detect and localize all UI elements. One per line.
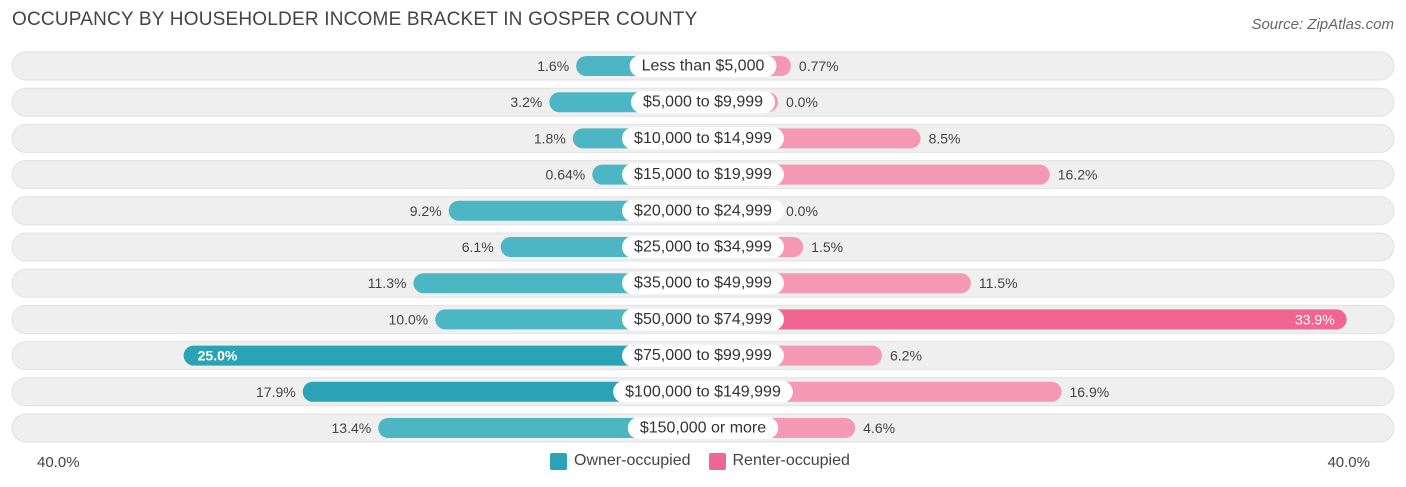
owner-value-label: 6.1% xyxy=(462,239,494,255)
renter-value-label: 11.5% xyxy=(979,275,1018,291)
legend-swatch-renter xyxy=(708,452,726,470)
category-pill xyxy=(627,417,779,439)
renter-value-label: 16.2% xyxy=(1058,167,1098,183)
category-label: $100,000 to $149,999 xyxy=(625,383,781,400)
owner-value-label: 1.8% xyxy=(534,130,566,146)
category-pill xyxy=(630,91,776,114)
renter-bar xyxy=(703,381,1062,402)
category-pill xyxy=(622,272,784,295)
renter-value-label: 1.5% xyxy=(811,239,843,255)
category-label: $75,000 to $99,999 xyxy=(634,347,772,364)
category-pill xyxy=(622,308,784,331)
owner-value-label: 17.9% xyxy=(256,384,296,400)
owner-value-label: 11.3% xyxy=(368,275,407,291)
category-pill xyxy=(613,380,793,403)
legend-swatch-owner xyxy=(550,452,567,470)
renter-value-label: 6.2% xyxy=(890,348,922,364)
category-label: $20,000 to $24,999 xyxy=(634,202,772,219)
renter-value-label: 8.5% xyxy=(929,130,961,146)
category-pill xyxy=(622,344,784,367)
category-label: $50,000 to $74,999 xyxy=(634,311,772,328)
legend: Owner-occupied Renter-occupied xyxy=(550,452,868,470)
owner-value-label: 1.6% xyxy=(537,58,569,74)
category-label: $35,000 to $49,999 xyxy=(634,275,772,292)
category-label: $15,000 to $19,999 xyxy=(634,166,772,183)
owner-value-label: 25.0% xyxy=(198,348,238,364)
renter-value-label: 4.6% xyxy=(863,420,895,436)
renter-value-label: 0.0% xyxy=(786,203,818,219)
axis-left-label: 40.0% xyxy=(37,454,80,471)
category-label: Less than $5,000 xyxy=(642,58,765,75)
legend-label-renter: Renter-occupied xyxy=(732,452,850,469)
category-pill xyxy=(622,127,784,150)
legend-label-owner: Owner-occupied xyxy=(574,452,691,469)
renter-value-label: 16.9% xyxy=(1069,384,1109,400)
owner-value-label: 9.2% xyxy=(410,203,442,219)
renter-bar xyxy=(703,164,1050,185)
owner-value-label: 13.4% xyxy=(332,420,372,436)
source-label: Source: ZipAtlas.com xyxy=(1251,16,1394,33)
category-pill xyxy=(622,163,784,186)
legend-item-renter: Renter-occupied xyxy=(708,452,850,470)
axis-right-label: 40.0% xyxy=(1327,454,1370,471)
renter-value-label: 0.0% xyxy=(786,94,818,110)
owner-value-label: 3.2% xyxy=(510,94,542,110)
owner-value-label: 0.64% xyxy=(546,167,586,183)
category-label: $10,000 to $14,999 xyxy=(634,130,772,147)
category-pill xyxy=(629,55,777,77)
renter-bar xyxy=(703,309,1347,330)
renter-value-label: 33.9% xyxy=(1295,311,1335,327)
owner-value-label: 10.0% xyxy=(389,311,429,327)
category-pill xyxy=(622,236,784,258)
category-label: $5,000 to $9,999 xyxy=(643,94,763,111)
owner-bar xyxy=(302,381,703,402)
category-label: $25,000 to $34,999 xyxy=(634,239,772,256)
legend-item-owner: Owner-occupied xyxy=(550,452,691,470)
category-label: $150,000 or more xyxy=(640,420,766,437)
chart-title: OCCUPANCY BY HOUSEHOLDER INCOME BRACKET … xyxy=(12,9,698,30)
renter-value-label: 0.77% xyxy=(799,58,839,74)
category-pill xyxy=(622,199,784,222)
owner-bar xyxy=(183,345,703,366)
owner-bar xyxy=(378,418,703,438)
